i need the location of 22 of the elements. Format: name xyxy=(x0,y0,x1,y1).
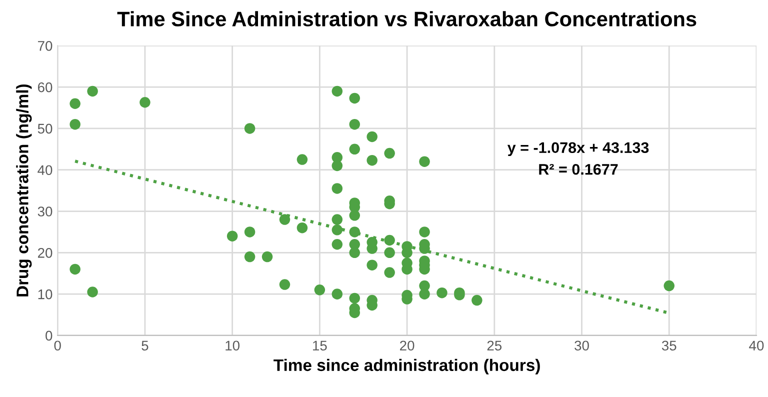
x-tick-label: 30 xyxy=(574,340,589,351)
x-tick-label: 35 xyxy=(662,340,676,351)
annotation: R² = 0.1677 xyxy=(539,164,618,175)
y-tick-label: 50 xyxy=(38,124,52,134)
x-tick-label: 5 xyxy=(142,340,148,351)
x-tick-label: 25 xyxy=(487,340,502,351)
y-tick-label: 40 xyxy=(38,165,52,176)
x-tick-label: 10 xyxy=(226,340,240,351)
y-tick-label: 70 xyxy=(38,40,52,51)
y-tick-label: 30 xyxy=(38,206,52,216)
annotation: y = -1.078x + 43.133 xyxy=(507,142,649,156)
x-tick-label: 15 xyxy=(313,340,327,351)
y-axis-title: Drug concentration (ng/ml) xyxy=(16,84,32,296)
x-axis-title: Time since administration (hours) xyxy=(274,358,540,374)
y-tick-label: 20 xyxy=(38,248,52,258)
x-tick-label: 0 xyxy=(54,340,61,351)
x-tick-label: 20 xyxy=(400,340,414,351)
y-tick-label: 0 xyxy=(46,330,52,341)
y-tick-label: 60 xyxy=(38,82,52,92)
x-tick-label: 40 xyxy=(749,340,764,351)
chart-title: Time Since Administration vs Rivaroxaban Concentrations xyxy=(117,11,696,26)
y-tick-label: 10 xyxy=(38,289,52,300)
